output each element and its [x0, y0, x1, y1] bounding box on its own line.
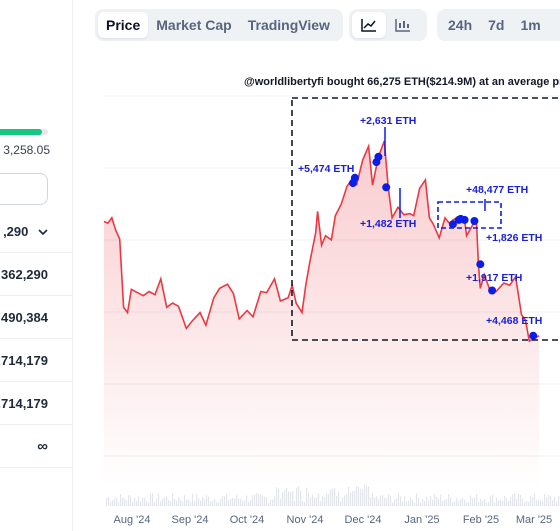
- x-tick-label: Aug '24: [114, 514, 151, 526]
- stat-row-2-value: 362,290: [1, 267, 48, 282]
- annotation-box-large: [291, 97, 560, 341]
- range-24h[interactable]: 24h: [448, 17, 473, 33]
- annotation-label: +5,474 ETH: [298, 163, 354, 175]
- annotation-box-cluster: [437, 201, 502, 229]
- stat-row-4-value: ,714,179: [0, 353, 48, 368]
- price-chart[interactable]: +2,631 ETH +5,474 ETH +1,482 ETH +48,477 ET…: [72, 48, 560, 531]
- annotation-label: +4,468 ETH: [486, 315, 542, 327]
- stat-row-6-value: ∞: [37, 438, 48, 455]
- x-axis: Aug '24 Sep '24 Oct '24 Nov '24 Dec '24 Jan '…: [114, 514, 553, 526]
- x-tick-label: Feb '25: [463, 514, 499, 526]
- annotation-label: +1,917 ETH: [466, 272, 522, 284]
- divider: [0, 467, 72, 468]
- supply-progress-bar: [0, 129, 48, 135]
- divider: [0, 295, 72, 296]
- tab-market-cap[interactable]: Market Cap: [156, 17, 232, 33]
- stat-row-5-value: ,714,179: [0, 396, 48, 411]
- chart-view-tabs: Price Market Cap TradingView: [95, 9, 343, 41]
- x-tick-label: Nov '24: [287, 514, 324, 526]
- range-7d[interactable]: 7d: [488, 17, 505, 33]
- annotation-label: +48,477 ETH: [466, 184, 528, 196]
- x-tick-label: Mar '25: [516, 514, 552, 526]
- time-range-tabs: 24h 7d 1m: [437, 9, 560, 41]
- buy-marker: [382, 183, 391, 192]
- chart-type-toggle: [349, 9, 427, 41]
- buy-marker: [448, 220, 457, 229]
- annotation-label: +2,631 ETH: [360, 115, 416, 127]
- annotation-stems: [384, 127, 486, 218]
- converter-input[interactable]: [0, 173, 48, 205]
- stat-row-3-value: 490,384: [1, 310, 48, 325]
- stats-panel: 3,258.05 ,290 362,290 490,384 ,714,179 ,…: [0, 0, 73, 531]
- annotation-labels: +2,631 ETH +5,474 ETH +1,482 ETH +48,477 ET…: [298, 115, 542, 327]
- line-chart-icon[interactable]: [352, 12, 386, 38]
- x-tick-label: Oct '24: [230, 514, 265, 526]
- supply-progress-fill: [0, 129, 43, 135]
- annotation-label: +1,482 ETH: [360, 218, 416, 230]
- divider: [0, 381, 72, 382]
- volume-bars: [106, 484, 560, 506]
- annotation-boxes: [291, 97, 560, 341]
- chevron-down-icon: [38, 225, 48, 239]
- divider: [0, 338, 72, 339]
- x-tick-label: Jan '25: [404, 514, 439, 526]
- divider: [0, 424, 72, 425]
- buy-marker: [350, 173, 359, 182]
- divider: [0, 252, 72, 253]
- buy-marker: [476, 260, 485, 269]
- x-tick-label: Sep '24: [172, 514, 209, 526]
- stat-row-1[interactable]: ,290: [3, 224, 48, 239]
- price-area: [104, 141, 540, 488]
- buy-marker: [470, 217, 479, 225]
- buy-marker: [374, 152, 383, 161]
- stat-row-1-value: ,290: [3, 224, 29, 239]
- tab-tradingview[interactable]: TradingView: [247, 17, 330, 33]
- x-tick-label: Dec '24: [345, 514, 382, 526]
- annotation-label: +1,826 ETH: [486, 232, 542, 244]
- annotation-title: @worldlibertyfi bought 66,275 ETH($214.9…: [244, 76, 560, 88]
- buy-markers: [348, 152, 538, 340]
- range-1m[interactable]: 1m: [520, 17, 541, 33]
- tab-price[interactable]: Price: [98, 12, 149, 38]
- supply-value: 3,258.05: [3, 143, 50, 157]
- buy-marker: [529, 331, 538, 340]
- buy-marker: [460, 215, 469, 224]
- buy-marker: [488, 286, 497, 295]
- candlestick-chart-icon[interactable]: [386, 12, 420, 38]
